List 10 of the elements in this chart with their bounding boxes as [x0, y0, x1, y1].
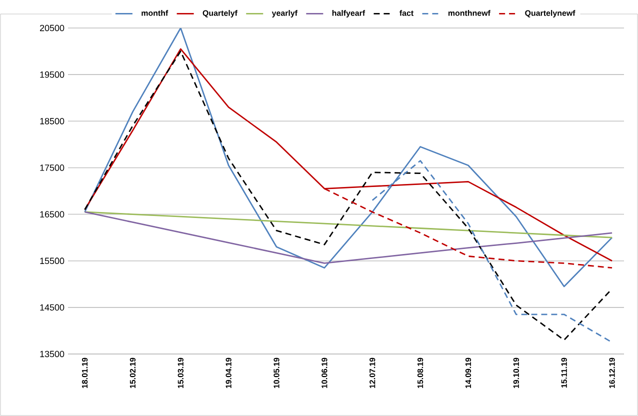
line-series: [84, 211, 613, 238]
y-tick-label: 16500: [40, 211, 64, 218]
y-tick-label: 19500: [40, 71, 64, 78]
y-tick-label: 20500: [40, 24, 64, 32]
y-tick-label: 18500: [40, 118, 64, 124]
y-tick-label: 15500: [40, 258, 64, 264]
y-tick-label: 14500: [40, 304, 64, 311]
line-series: [84, 211, 613, 264]
y-tick-label: 17500: [40, 164, 64, 171]
y-tick-label: 13500: [40, 350, 64, 358]
